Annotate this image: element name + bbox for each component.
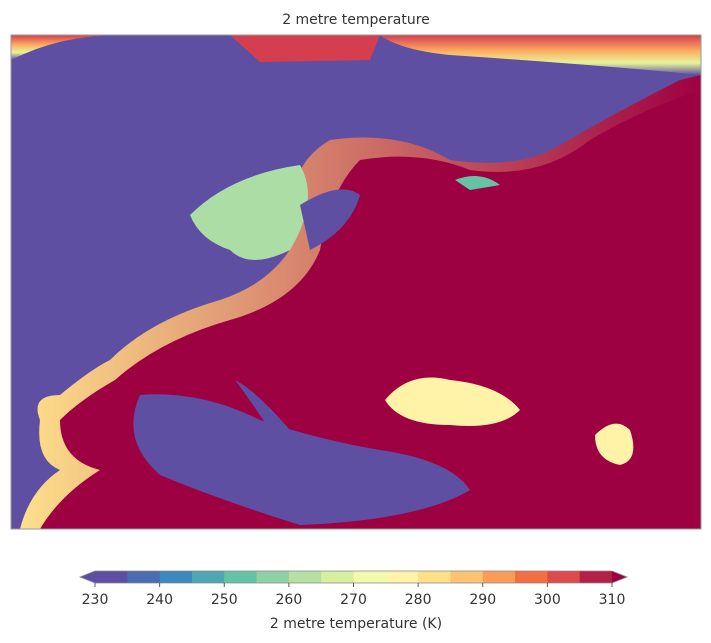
colorbar-tick-label: 240 [146, 592, 173, 608]
map [11, 35, 701, 529]
white-sea [455, 176, 500, 190]
colorbar-cell [159, 571, 193, 583]
colorbar-cell [191, 571, 225, 583]
colorbar-tick-label: 300 [534, 592, 561, 608]
colorbar-cell [256, 571, 290, 583]
colorbar-tick-label: 310 [599, 592, 626, 608]
mediterranean-sea [133, 394, 471, 525]
colorbar-over [612, 571, 627, 583]
colorbar-cell [224, 571, 258, 583]
map-frame [10, 34, 702, 530]
colorbar-tick-label: 280 [405, 592, 432, 608]
colorbar-cell [95, 571, 128, 583]
colorbar-tick-label: 260 [276, 592, 303, 608]
scandinavia [190, 165, 308, 260]
baltic-sea [300, 189, 360, 250]
colorbar-cell [353, 571, 387, 583]
black-sea [385, 377, 520, 426]
svalbard [230, 35, 380, 62]
adriatic-sea [235, 380, 290, 430]
colorbar-cell [547, 571, 581, 583]
colorbar-label: 2 metre temperature (K) [270, 616, 442, 632]
colorbar-cell [515, 571, 548, 583]
map-title: 2 metre temperature [282, 12, 430, 28]
colorbar-cell [385, 571, 419, 583]
colorbar-cell [321, 571, 354, 583]
colorbar-tick-label: 250 [211, 592, 238, 608]
arctic-band [11, 35, 120, 60]
colorbar-cell [288, 571, 322, 583]
arctic-band [380, 35, 701, 75]
colorbar-tick-label: 270 [340, 592, 367, 608]
colorbar-cell [450, 571, 484, 583]
colorbar-under [80, 571, 95, 583]
colorbar-cell [579, 571, 613, 583]
colorbar-tick-label: 290 [469, 592, 496, 608]
colorbar-tick-label: 230 [82, 592, 109, 608]
colorbar-cell [418, 571, 451, 583]
colorbar-cell [127, 571, 161, 583]
caspian-sea [595, 423, 634, 465]
colorbar-cell [482, 571, 516, 583]
colorbar: 230 240 250 260 270 280 290 300 310 [78, 570, 629, 608]
